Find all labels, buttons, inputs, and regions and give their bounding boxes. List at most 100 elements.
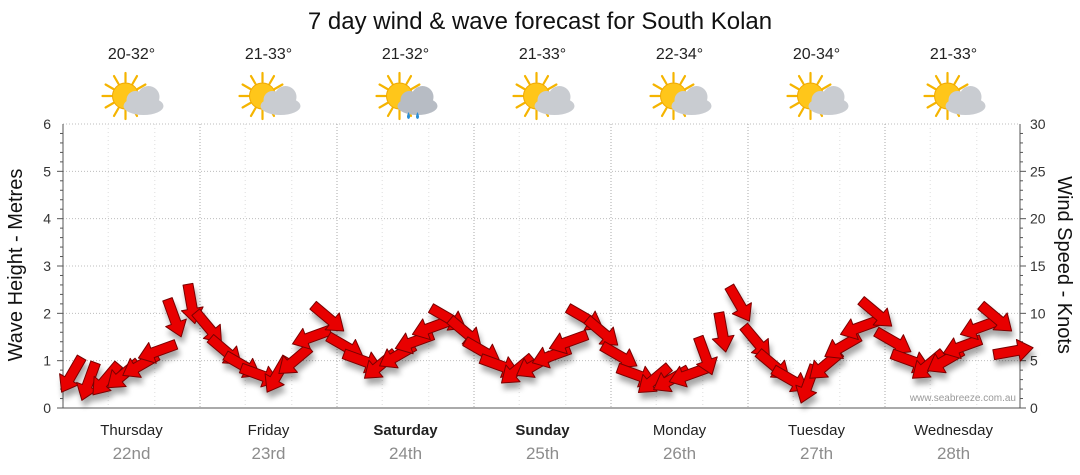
partly-cloudy-icon <box>238 71 301 121</box>
y-left-tick-label: 5 <box>43 163 51 179</box>
sun-ray <box>797 107 805 118</box>
sun-ray <box>679 74 687 85</box>
partly-cloudy-icon <box>101 71 164 121</box>
wind-arrow <box>292 324 333 350</box>
partly-cloudy-icon <box>923 71 986 121</box>
wind-arrow <box>500 352 536 384</box>
day-label: Thursday <box>100 422 163 439</box>
wind-arrow <box>446 315 482 346</box>
y-left-tick-label: 0 <box>43 400 51 416</box>
day-label: Sunday <box>515 422 570 439</box>
y-axis-left-title: Wave Height - Metres <box>5 169 27 362</box>
wind-arrow-shape <box>446 315 482 346</box>
wind-arrow-shape <box>693 334 718 376</box>
wind-arrow-shape <box>977 300 1013 332</box>
sun-ray <box>523 107 531 118</box>
wind-arrow-shape <box>309 300 345 332</box>
y-left-tick-label: 6 <box>43 116 51 132</box>
day-temp-range: 21-32° <box>382 46 429 63</box>
wind-arrow-shape <box>583 315 619 346</box>
cloud-part <box>548 86 571 108</box>
sun-ray <box>821 83 832 91</box>
wind-arrow-shape <box>637 362 673 393</box>
day-temp-range: 21-33° <box>245 46 292 63</box>
wind-arrow-shape <box>711 311 735 353</box>
rain-drop <box>416 112 419 119</box>
day-temp-range: 20-32° <box>108 46 155 63</box>
wind-arrow-shape <box>942 334 984 360</box>
wind-arrow-shape <box>548 329 590 355</box>
sun-ray <box>958 83 969 91</box>
y-right-tick-label: 5 <box>1030 353 1038 369</box>
wind-arrow <box>857 296 893 327</box>
sun-ray <box>547 83 558 91</box>
sun-ray <box>386 107 394 118</box>
y-left-tick-label: 1 <box>43 353 51 369</box>
wind-arrow <box>583 315 619 346</box>
wind-arrow <box>711 311 735 353</box>
sun-ray <box>104 101 115 109</box>
cloud-part <box>274 86 297 108</box>
forecast-header-row: 20-32° 21-33° 21-32° 21-33° 22-34° 20-34° 21-3… <box>101 46 986 121</box>
sun-ray <box>816 74 824 85</box>
y-right-tick-label: 30 <box>1030 116 1046 132</box>
wind-arrow-shape <box>292 324 333 350</box>
wind-arrow-shape <box>162 297 187 338</box>
wind-arrow-shape <box>992 338 1034 362</box>
y-right-tick-label: 0 <box>1030 400 1038 416</box>
y-right-tick-label: 20 <box>1030 211 1046 227</box>
wind-arrow-shape <box>137 339 179 364</box>
date-label: 28th <box>937 444 970 463</box>
sun-ray <box>273 83 284 91</box>
sun-ray <box>515 83 526 91</box>
sun-ray <box>789 83 800 91</box>
date-label: 25th <box>526 444 559 463</box>
wind-arrow <box>693 334 718 376</box>
date-label: 23rd <box>251 444 285 463</box>
wind-arrows <box>59 282 1034 404</box>
y-left-tick-label: 4 <box>43 211 51 227</box>
sun-ray <box>926 101 937 109</box>
wind-arrow-shape <box>911 348 947 379</box>
y-left-tick-label: 3 <box>43 258 51 274</box>
sun-ray <box>926 83 937 91</box>
day-temp-range: 20-34° <box>793 46 840 63</box>
sun-ray <box>112 107 120 118</box>
y-right-tick-label: 25 <box>1030 163 1046 179</box>
sun-ray <box>542 74 550 85</box>
wind-arrow <box>824 331 863 360</box>
wind-arrow <box>911 348 947 379</box>
partly-cloudy-icon <box>786 71 849 121</box>
wind-arrow <box>137 339 179 364</box>
cloud-part <box>137 86 160 108</box>
wind-arrow-shape <box>500 352 536 384</box>
wind-arrow <box>92 360 123 396</box>
showers-icon <box>375 71 438 121</box>
y-left-tick-label: 2 <box>43 305 51 321</box>
wind-arrow <box>942 334 984 360</box>
sun-ray <box>523 74 531 85</box>
partly-cloudy-icon <box>512 71 575 121</box>
sun-ray <box>241 83 252 91</box>
cloud-part <box>411 86 434 108</box>
day-temp-range: 21-33° <box>519 46 566 63</box>
chart-title: 7 day wind & wave forecast for South Kol… <box>308 8 772 35</box>
y-right-tick-label: 15 <box>1030 258 1046 274</box>
day-label: Monday <box>653 422 707 439</box>
wind-arrow <box>162 297 187 338</box>
date-label: 22nd <box>113 444 151 463</box>
partly-cloudy-icon <box>649 71 712 121</box>
sun-ray <box>249 107 257 118</box>
wind-arrow <box>992 338 1034 362</box>
day-label: Saturday <box>373 422 438 439</box>
wind-arrow <box>724 283 752 322</box>
sun-ray <box>241 101 252 109</box>
date-label: 24th <box>389 444 422 463</box>
sun-ray <box>789 101 800 109</box>
cloud-part <box>685 86 708 108</box>
wind-arrow <box>548 329 590 355</box>
day-label: Tuesday <box>788 422 845 439</box>
date-label: 27th <box>800 444 833 463</box>
day-label: Friday <box>248 422 290 439</box>
